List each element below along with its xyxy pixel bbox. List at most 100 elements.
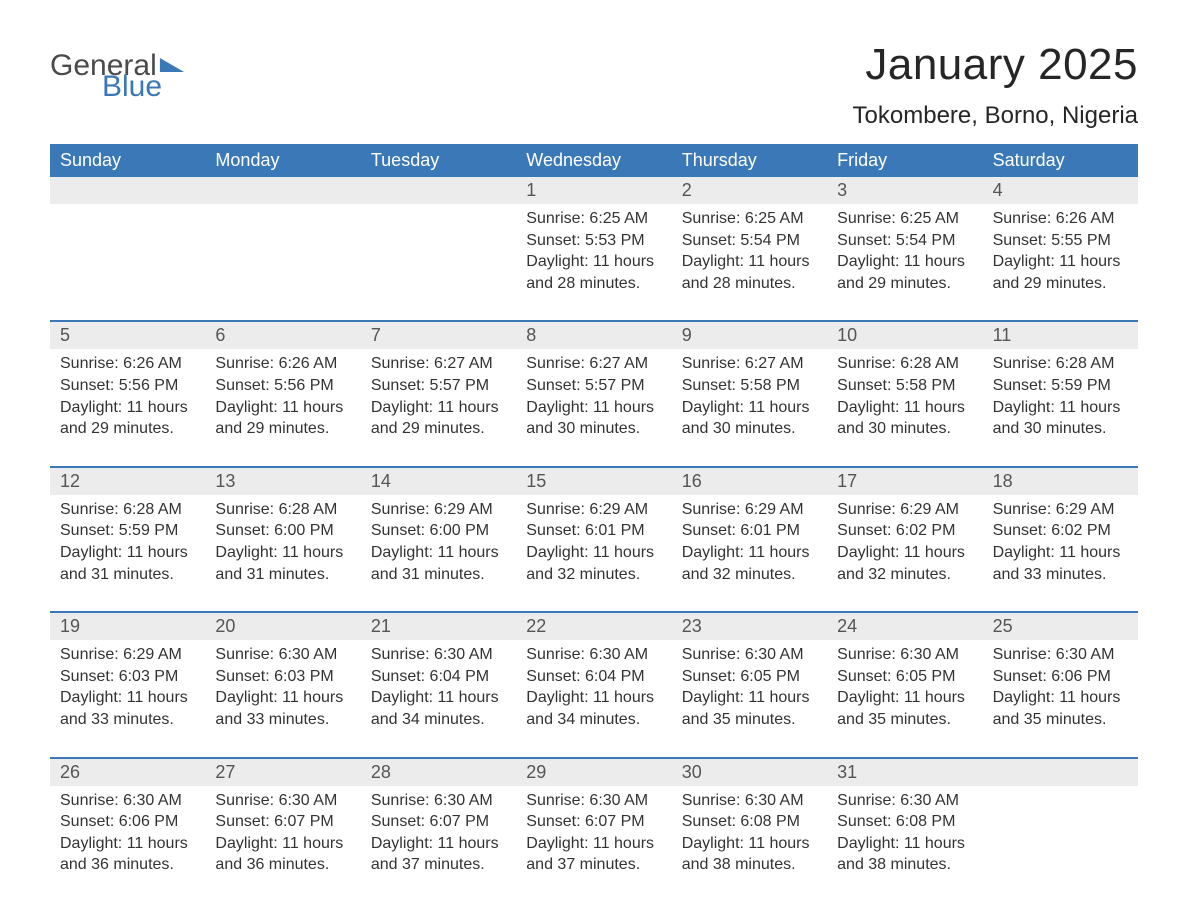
day-number: 26 (50, 759, 205, 786)
day-cell: Sunrise: 6:27 AMSunset: 5:58 PMDaylight:… (672, 349, 827, 465)
daycontent-row: Sunrise: 6:28 AMSunset: 5:59 PMDaylight:… (50, 495, 1138, 611)
day-cell: Sunrise: 6:25 AMSunset: 5:53 PMDaylight:… (516, 204, 671, 320)
day-cell: Sunrise: 6:30 AMSunset: 6:03 PMDaylight:… (205, 640, 360, 756)
week-block: 12131415161718Sunrise: 6:28 AMSunset: 5:… (50, 466, 1138, 611)
daynum-row: 567891011 (50, 322, 1138, 349)
month-title: January 2025 (853, 40, 1138, 90)
day-cell: Sunrise: 6:25 AMSunset: 5:54 PMDaylight:… (827, 204, 982, 320)
day-cell: Sunrise: 6:26 AMSunset: 5:55 PMDaylight:… (983, 204, 1138, 320)
day-cell: Sunrise: 6:30 AMSunset: 6:07 PMDaylight:… (205, 786, 360, 902)
day-number: 11 (983, 322, 1138, 349)
day-number: 18 (983, 468, 1138, 495)
day-number: 17 (827, 468, 982, 495)
day-cell (205, 204, 360, 320)
day-header-row: Sunday Monday Tuesday Wednesday Thursday… (50, 144, 1138, 177)
day-number: 20 (205, 613, 360, 640)
day-cell: Sunrise: 6:28 AMSunset: 6:00 PMDaylight:… (205, 495, 360, 611)
day-header-tuesday: Tuesday (361, 144, 516, 177)
day-number: 29 (516, 759, 671, 786)
day-cell: Sunrise: 6:29 AMSunset: 6:03 PMDaylight:… (50, 640, 205, 756)
calendar: Sunday Monday Tuesday Wednesday Thursday… (50, 144, 1138, 902)
day-header-thursday: Thursday (672, 144, 827, 177)
day-cell: Sunrise: 6:30 AMSunset: 6:04 PMDaylight:… (516, 640, 671, 756)
day-number (205, 177, 360, 204)
day-cell: Sunrise: 6:28 AMSunset: 5:59 PMDaylight:… (983, 349, 1138, 465)
day-number: 23 (672, 613, 827, 640)
daycontent-row: Sunrise: 6:30 AMSunset: 6:06 PMDaylight:… (50, 786, 1138, 902)
week-block: 262728293031Sunrise: 6:30 AMSunset: 6:06… (50, 757, 1138, 902)
day-cell: Sunrise: 6:30 AMSunset: 6:05 PMDaylight:… (827, 640, 982, 756)
daynum-row: 1234 (50, 177, 1138, 204)
day-number: 10 (827, 322, 982, 349)
day-number (361, 177, 516, 204)
weeks-container: 1234Sunrise: 6:25 AMSunset: 5:53 PMDayli… (50, 177, 1138, 902)
day-cell (983, 786, 1138, 902)
day-number: 15 (516, 468, 671, 495)
daynum-row: 12131415161718 (50, 468, 1138, 495)
day-cell: Sunrise: 6:30 AMSunset: 6:04 PMDaylight:… (361, 640, 516, 756)
day-number: 14 (361, 468, 516, 495)
day-cell: Sunrise: 6:30 AMSunset: 6:05 PMDaylight:… (672, 640, 827, 756)
header: General Blue January 2025 Tokombere, Bor… (50, 40, 1138, 130)
week-block: 1234Sunrise: 6:25 AMSunset: 5:53 PMDayli… (50, 177, 1138, 320)
day-number: 8 (516, 322, 671, 349)
daynum-row: 262728293031 (50, 759, 1138, 786)
day-number: 12 (50, 468, 205, 495)
day-number: 27 (205, 759, 360, 786)
day-cell: Sunrise: 6:26 AMSunset: 5:56 PMDaylight:… (50, 349, 205, 465)
day-number: 5 (50, 322, 205, 349)
day-number: 7 (361, 322, 516, 349)
day-number (50, 177, 205, 204)
day-cell: Sunrise: 6:30 AMSunset: 6:07 PMDaylight:… (516, 786, 671, 902)
day-number: 21 (361, 613, 516, 640)
day-cell: Sunrise: 6:29 AMSunset: 6:01 PMDaylight:… (672, 495, 827, 611)
daynum-row: 19202122232425 (50, 613, 1138, 640)
day-number: 13 (205, 468, 360, 495)
day-cell: Sunrise: 6:30 AMSunset: 6:06 PMDaylight:… (983, 640, 1138, 756)
day-number: 1 (516, 177, 671, 204)
day-cell (361, 204, 516, 320)
day-number: 28 (361, 759, 516, 786)
day-number: 9 (672, 322, 827, 349)
day-header-sunday: Sunday (50, 144, 205, 177)
day-cell: Sunrise: 6:30 AMSunset: 6:08 PMDaylight:… (672, 786, 827, 902)
week-block: 567891011Sunrise: 6:26 AMSunset: 5:56 PM… (50, 320, 1138, 465)
day-header-monday: Monday (205, 144, 360, 177)
day-number: 19 (50, 613, 205, 640)
day-cell: Sunrise: 6:29 AMSunset: 6:02 PMDaylight:… (827, 495, 982, 611)
daycontent-row: Sunrise: 6:26 AMSunset: 5:56 PMDaylight:… (50, 349, 1138, 465)
day-number: 31 (827, 759, 982, 786)
day-cell: Sunrise: 6:25 AMSunset: 5:54 PMDaylight:… (672, 204, 827, 320)
day-number: 22 (516, 613, 671, 640)
day-cell: Sunrise: 6:29 AMSunset: 6:00 PMDaylight:… (361, 495, 516, 611)
daycontent-row: Sunrise: 6:25 AMSunset: 5:53 PMDaylight:… (50, 204, 1138, 320)
day-cell: Sunrise: 6:29 AMSunset: 6:02 PMDaylight:… (983, 495, 1138, 611)
day-cell: Sunrise: 6:30 AMSunset: 6:06 PMDaylight:… (50, 786, 205, 902)
day-cell: Sunrise: 6:30 AMSunset: 6:08 PMDaylight:… (827, 786, 982, 902)
day-number: 25 (983, 613, 1138, 640)
day-cell: Sunrise: 6:28 AMSunset: 5:58 PMDaylight:… (827, 349, 982, 465)
week-block: 19202122232425Sunrise: 6:29 AMSunset: 6:… (50, 611, 1138, 756)
day-number: 30 (672, 759, 827, 786)
daycontent-row: Sunrise: 6:29 AMSunset: 6:03 PMDaylight:… (50, 640, 1138, 756)
day-cell: Sunrise: 6:29 AMSunset: 6:01 PMDaylight:… (516, 495, 671, 611)
day-cell: Sunrise: 6:28 AMSunset: 5:59 PMDaylight:… (50, 495, 205, 611)
day-cell (50, 204, 205, 320)
day-cell: Sunrise: 6:26 AMSunset: 5:56 PMDaylight:… (205, 349, 360, 465)
title-block: January 2025 Tokombere, Borno, Nigeria (853, 40, 1138, 130)
day-number (983, 759, 1138, 786)
day-header-friday: Friday (827, 144, 982, 177)
logo: General Blue (50, 52, 183, 100)
day-header-saturday: Saturday (983, 144, 1138, 177)
day-number: 24 (827, 613, 982, 640)
day-number: 3 (827, 177, 982, 204)
day-number: 16 (672, 468, 827, 495)
logo-text-blue: Blue (102, 73, 183, 100)
day-cell: Sunrise: 6:30 AMSunset: 6:07 PMDaylight:… (361, 786, 516, 902)
location: Tokombere, Borno, Nigeria (853, 102, 1138, 130)
day-number: 6 (205, 322, 360, 349)
day-cell: Sunrise: 6:27 AMSunset: 5:57 PMDaylight:… (361, 349, 516, 465)
day-cell: Sunrise: 6:27 AMSunset: 5:57 PMDaylight:… (516, 349, 671, 465)
day-number: 4 (983, 177, 1138, 204)
day-header-wednesday: Wednesday (516, 144, 671, 177)
